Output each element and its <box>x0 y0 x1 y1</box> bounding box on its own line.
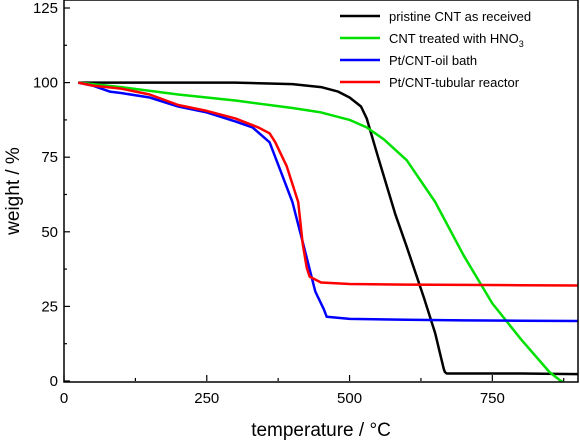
y-tick-label: 75 <box>41 149 58 166</box>
legend-label: Pt/CNT-oil bath <box>389 53 477 68</box>
y-tick-label: 25 <box>41 298 58 315</box>
x-tick-label: 250 <box>194 390 219 407</box>
y-tick-label: 0 <box>50 373 58 390</box>
series-line-3 <box>78 81 578 323</box>
series-line-4 <box>78 81 578 287</box>
series-line-2 <box>78 81 566 382</box>
series-line-1 <box>78 81 578 376</box>
legend-label: CNT treated with HNO3 <box>389 31 524 49</box>
x-tick-label: 750 <box>480 390 505 407</box>
legend-label-subscript: 3 <box>519 39 524 49</box>
y-tick-label: 50 <box>41 224 58 241</box>
x-tick-label: 0 <box>60 390 68 407</box>
y-axis-label: weight / % <box>3 147 24 236</box>
x-axis-label: temperature / °C <box>251 420 391 441</box>
y-tick-label: 100 <box>33 75 58 92</box>
legend-label: Pt/CNT-tubular reactor <box>389 75 520 90</box>
plot-frame <box>63 0 579 383</box>
y-tick-label: 125 <box>33 0 58 17</box>
legend-label: pristine CNT as received <box>389 9 531 24</box>
x-tick-label: 500 <box>337 390 362 407</box>
legend: pristine CNT as received CNT treated with… <box>340 9 531 90</box>
